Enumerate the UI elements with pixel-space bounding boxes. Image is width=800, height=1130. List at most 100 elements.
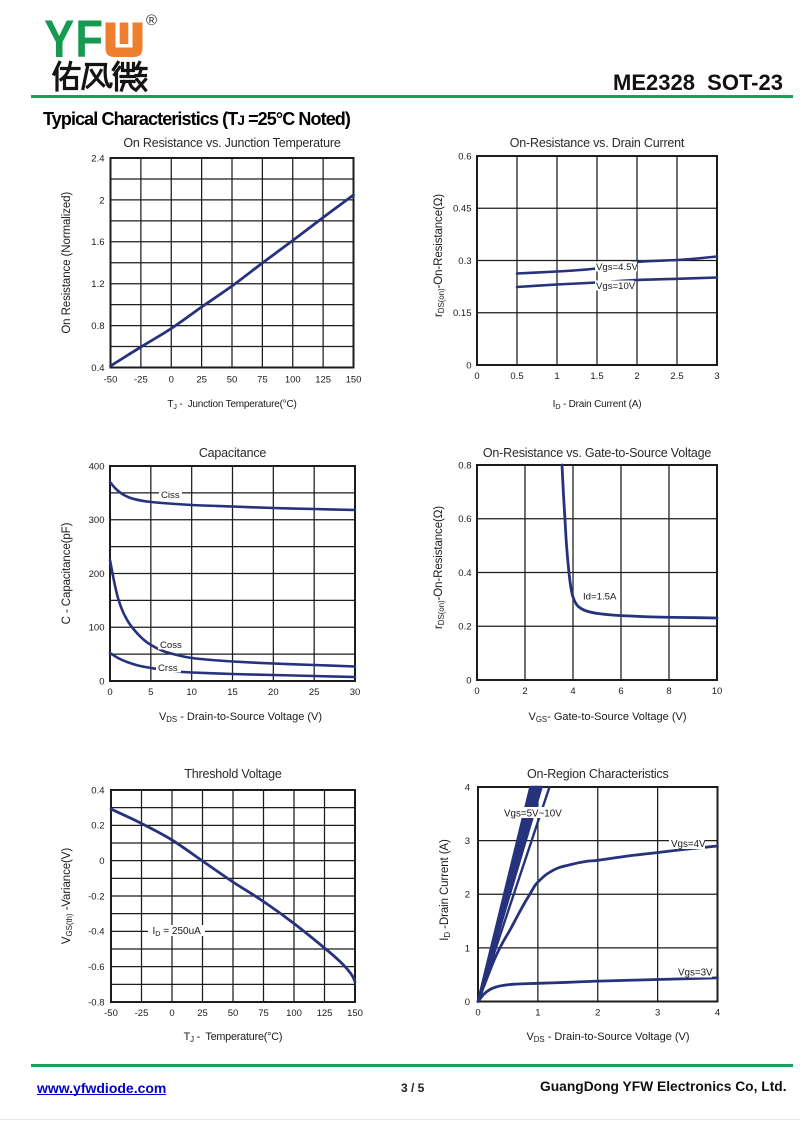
svg-text:VDS​ - Drain-to-Source Voltage: VDS​ - Drain-to-Source Voltage (V) [526,1031,689,1044]
svg-text:125: 125 [315,375,331,386]
svg-text:8: 8 [666,686,671,697]
svg-text:0: 0 [465,997,470,1008]
svg-text:1.2: 1.2 [91,279,104,290]
svg-text:On-Region Characteristics: On-Region Characteristics [527,767,669,781]
svg-text:100: 100 [89,623,105,634]
svg-text:0: 0 [474,371,479,382]
svg-text:0.15: 0.15 [453,308,472,319]
svg-text:125: 125 [317,1008,333,1019]
svg-text:Vgs=3V: Vgs=3V [678,968,713,979]
svg-text:Threshold Voltage: Threshold Voltage [184,767,282,781]
svg-text:0.3: 0.3 [458,256,471,267]
svg-text:75: 75 [258,1008,269,1019]
svg-text:50: 50 [227,375,238,386]
svg-text:0.45: 0.45 [453,204,472,215]
svg-text:Vgs=4.5V: Vgs=4.5V [596,262,638,273]
svg-text:2: 2 [99,195,104,206]
svg-text:400: 400 [89,461,105,472]
svg-text:-25: -25 [135,1008,149,1019]
svg-text:300: 300 [89,515,105,526]
svg-text:0: 0 [169,1008,174,1019]
svg-text:-0.4: -0.4 [88,927,104,938]
svg-text:VGS​- Gate-to-Source Voltage (: VGS​- Gate-to-Source Voltage (V) [528,711,686,724]
svg-text:0.5: 0.5 [510,371,523,382]
svg-text:On-Resistance vs. Drain Curren: On-Resistance vs. Drain Current [510,136,685,150]
svg-text:10: 10 [186,687,197,698]
svg-text:6: 6 [618,686,623,697]
svg-text:1.5: 1.5 [590,371,603,382]
svg-text:20: 20 [268,687,279,698]
svg-text:-50: -50 [104,375,118,386]
svg-text:4: 4 [715,1008,720,1019]
svg-text:-25: -25 [134,375,148,386]
svg-text:3: 3 [714,371,719,382]
svg-text:Crss: Crss [158,663,178,674]
svg-text:-0.6: -0.6 [88,962,104,973]
svg-text:1: 1 [554,371,559,382]
svg-text:Capacitance: Capacitance [199,446,267,460]
svg-text:TJ​ - Junction Temperature(°C: TJ​ - Junction Temperature(°C) [167,399,296,411]
svg-text:3: 3 [655,1008,660,1019]
svg-text:0.6: 0.6 [458,514,471,525]
svg-text:VGS(th)​ -Variance(V): VGS(th)​ -Variance(V) [61,848,74,944]
svg-text:25: 25 [197,1008,208,1019]
svg-text:On Resistance (Normalized): On Resistance (Normalized) [61,192,73,334]
svg-text:0: 0 [466,675,471,686]
svg-text:0: 0 [474,686,479,697]
svg-text:On Resistance vs. Junction Tem: On Resistance vs. Junction Temperature [123,136,341,150]
svg-text:0.8: 0.8 [91,321,104,332]
svg-text:rDS(on)​-On-Resistance(Ω): rDS(on)​-On-Resistance(Ω) [433,506,446,629]
svg-text:200: 200 [89,569,105,580]
svg-text:15: 15 [227,687,238,698]
svg-text:4: 4 [465,782,470,793]
svg-text:ID = 250uA: ID = 250uA [153,926,202,938]
svg-text:TJ​ - Temperature(°C): TJ​ - Temperature(°C) [184,1031,283,1044]
svg-text:On-Resistance vs. Gate-to-Sour: On-Resistance vs. Gate-to-Source Voltage [483,446,711,460]
svg-text:Vgs=4V: Vgs=4V [671,839,706,850]
svg-text:30: 30 [350,687,361,698]
svg-text:0.6: 0.6 [458,151,471,162]
svg-text:4: 4 [570,686,575,697]
svg-text:-0.2: -0.2 [88,891,104,902]
svg-text:0.4: 0.4 [91,363,104,374]
svg-text:-50: -50 [104,1008,118,1019]
svg-text:150: 150 [347,1008,363,1019]
svg-text:0: 0 [107,687,112,698]
svg-text:3: 3 [465,836,470,847]
svg-text:1.6: 1.6 [91,237,104,248]
svg-text:Ciss: Ciss [161,490,180,501]
svg-text:75: 75 [257,375,268,386]
svg-text:0: 0 [475,1008,480,1019]
svg-text:VDS​ - Drain-to-Source Voltage: VDS​ - Drain-to-Source Voltage (V) [159,711,322,724]
svg-text:ID​ - Drain Current (A): ID​ - Drain Current (A) [553,399,642,411]
svg-text:25: 25 [309,687,320,698]
svg-text:100: 100 [286,1008,302,1019]
svg-text:100: 100 [285,375,301,386]
svg-text:2: 2 [465,890,470,901]
svg-text:2.5: 2.5 [670,371,683,382]
svg-text:ID​ -Drain Current (A): ID​ -Drain Current (A) [439,839,452,941]
svg-text:0.2: 0.2 [91,821,104,832]
svg-text:2: 2 [634,371,639,382]
svg-text:2: 2 [522,686,527,697]
svg-text:0: 0 [99,676,104,687]
svg-text:0.4: 0.4 [91,785,104,796]
svg-text:Coss: Coss [160,640,182,651]
svg-text:150: 150 [346,375,362,386]
svg-text:0: 0 [169,375,174,386]
svg-text:50: 50 [228,1008,239,1019]
svg-text:Vgs=5V~10V: Vgs=5V~10V [504,809,562,820]
svg-text:2: 2 [595,1008,600,1019]
svg-text:0.8: 0.8 [458,460,471,471]
svg-text:0: 0 [466,360,471,371]
svg-text:2.4: 2.4 [91,153,104,164]
svg-text:25: 25 [196,375,207,386]
svg-text:0.4: 0.4 [458,568,471,579]
svg-text:10: 10 [712,686,723,697]
svg-text:-0.8: -0.8 [88,997,104,1008]
svg-text:rDS(on)​-On-Resistance(Ω): rDS(on)​-On-Resistance(Ω) [433,194,446,317]
svg-text:Id=1.5A: Id=1.5A [583,592,617,603]
svg-text:5: 5 [148,687,153,698]
svg-text:1: 1 [535,1008,540,1019]
svg-text:1: 1 [465,943,470,954]
